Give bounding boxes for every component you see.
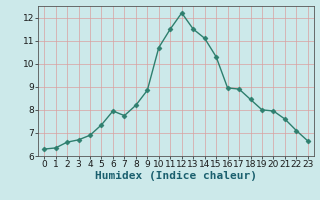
- X-axis label: Humidex (Indice chaleur): Humidex (Indice chaleur): [95, 171, 257, 181]
